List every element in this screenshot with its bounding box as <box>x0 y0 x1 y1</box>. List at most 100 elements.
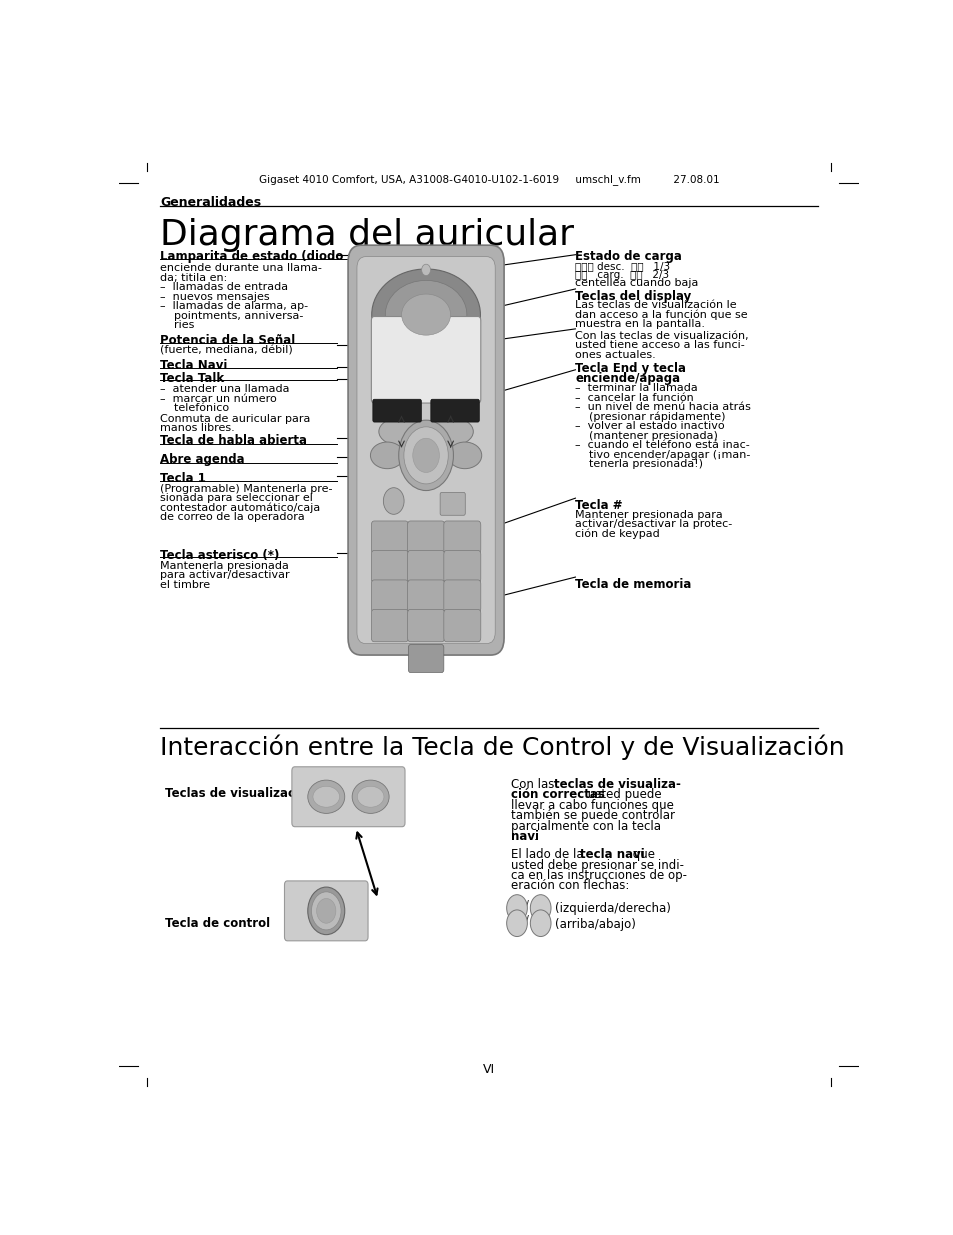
Ellipse shape <box>352 781 389 814</box>
Text: ⧗⧖   carg.  ⧖⧗   2/3: ⧗⧖ carg. ⧖⧗ 2/3 <box>575 270 669 280</box>
Text: JKL: JKL <box>427 561 436 566</box>
Text: ABC: ABC <box>426 531 436 536</box>
Text: .: . <box>533 830 537 844</box>
Ellipse shape <box>308 781 344 814</box>
Circle shape <box>316 899 335 924</box>
Text: enciende/apaga: enciende/apaga <box>575 372 679 384</box>
Text: dan acceso a la función que se: dan acceso a la función que se <box>575 310 747 320</box>
Circle shape <box>506 894 527 921</box>
Circle shape <box>403 427 448 484</box>
Text: ►: ► <box>339 909 344 914</box>
FancyBboxPatch shape <box>371 316 480 403</box>
Text: •◦: •◦ <box>464 620 471 625</box>
Text: ◄: ◄ <box>308 909 313 914</box>
Text: ▼: ▼ <box>324 929 328 934</box>
FancyBboxPatch shape <box>443 521 480 553</box>
Ellipse shape <box>372 269 480 361</box>
Text: ↤: ↤ <box>390 496 396 505</box>
Text: 6: 6 <box>454 558 459 567</box>
Circle shape <box>311 892 341 930</box>
Text: TALK: TALK <box>378 452 395 457</box>
Ellipse shape <box>428 417 473 446</box>
Text: Tecla de habla abierta: Tecla de habla abierta <box>160 435 307 447</box>
Text: pointments, anniversa-: pointments, anniversa- <box>160 311 303 321</box>
Text: TUV: TUV <box>426 590 436 595</box>
Text: ▲: ▲ <box>515 895 518 900</box>
Text: contestador automático/caja: contestador automático/caja <box>160 503 320 514</box>
Text: MENU: MENU <box>441 406 468 415</box>
Text: 7: 7 <box>381 588 387 597</box>
Text: usted debe presionar se indi-: usted debe presionar se indi- <box>511 858 683 872</box>
Text: da; titila en:: da; titila en: <box>160 273 227 283</box>
Text: tenerla presionada!): tenerla presionada!) <box>575 459 702 469</box>
Ellipse shape <box>313 787 339 808</box>
Text: ◄: ◄ <box>506 921 510 926</box>
FancyBboxPatch shape <box>407 580 444 613</box>
Text: Con las teclas de visualización,: Con las teclas de visualización, <box>575 331 748 341</box>
Circle shape <box>383 488 404 514</box>
Circle shape <box>413 438 439 473</box>
Text: Tecla Talk: Tecla Talk <box>160 372 224 384</box>
Text: –  un nivel de menú hacia atrás: – un nivel de menú hacia atrás <box>575 403 751 412</box>
Text: ▲: ▲ <box>538 895 542 900</box>
Circle shape <box>530 894 551 921</box>
Text: /: / <box>525 899 529 911</box>
Ellipse shape <box>385 280 466 348</box>
Text: ▲: ▲ <box>515 910 518 915</box>
Text: ∞∞: ∞∞ <box>391 531 399 536</box>
Text: 0: 0 <box>417 618 423 626</box>
Text: Mantenerla presionada: Mantenerla presionada <box>160 561 289 571</box>
Text: VI: VI <box>482 1063 495 1076</box>
Ellipse shape <box>448 442 481 468</box>
Text: /: / <box>525 914 529 927</box>
Text: OPER: OPER <box>424 620 438 625</box>
Text: Tecla End y tecla: Tecla End y tecla <box>575 362 686 375</box>
Text: para activar/desactivar: para activar/desactivar <box>160 571 290 580</box>
Text: *: * <box>381 618 386 626</box>
Text: 3: 3 <box>454 529 459 537</box>
Text: tecla navi: tecla navi <box>579 848 644 861</box>
Text: –  nuevos mensajes: – nuevos mensajes <box>160 291 270 301</box>
Text: Teclas del display: Teclas del display <box>575 290 691 303</box>
Text: 5: 5 <box>417 558 423 567</box>
Text: Diagrama del auricular: Diagrama del auricular <box>160 217 574 252</box>
Text: El lado de la: El lado de la <box>511 848 587 861</box>
Circle shape <box>530 910 551 936</box>
FancyBboxPatch shape <box>371 609 408 642</box>
Text: ▲: ▲ <box>538 910 542 915</box>
Text: (mantener presionada): (mantener presionada) <box>575 431 718 441</box>
Text: ✉: ✉ <box>448 496 456 506</box>
Text: –  cancelar la función: – cancelar la función <box>575 393 694 403</box>
FancyBboxPatch shape <box>371 551 408 583</box>
Text: centellea cuando baja: centellea cuando baja <box>575 278 698 289</box>
Text: DEF: DEF <box>462 531 473 536</box>
Text: activar/desactivar la protec-: activar/desactivar la protec- <box>575 519 732 529</box>
Text: ▼: ▼ <box>538 931 542 936</box>
Text: Mantener presionada para: Mantener presionada para <box>575 510 722 520</box>
Text: »»: »» <box>376 322 389 332</box>
Text: el timbre: el timbre <box>160 580 210 590</box>
Text: MEM: MEM <box>417 656 435 661</box>
Text: eración con flechas:: eración con flechas: <box>511 879 629 893</box>
Text: –  llamadas de entrada: – llamadas de entrada <box>160 283 288 293</box>
FancyBboxPatch shape <box>407 521 444 553</box>
Text: ◄: ◄ <box>506 905 510 910</box>
Text: △: △ <box>393 620 397 625</box>
Text: (izquierda/derecha): (izquierda/derecha) <box>555 903 671 915</box>
Text: 8: 8 <box>417 588 423 597</box>
Text: PQRS: PQRS <box>388 590 402 595</box>
Text: ▼: ▼ <box>515 916 518 921</box>
Text: navi: navi <box>511 830 538 844</box>
Text: Potencia de la Señal: Potencia de la Señal <box>160 333 294 347</box>
Ellipse shape <box>357 787 383 808</box>
Text: ▼: ▼ <box>423 484 428 489</box>
Text: 07.19.01: 07.19.01 <box>378 351 416 359</box>
Text: ▲: ▲ <box>324 888 328 893</box>
Text: muestra en la pantalla.: muestra en la pantalla. <box>575 320 704 330</box>
Text: Annabella: Annabella <box>403 337 448 347</box>
FancyBboxPatch shape <box>284 881 368 941</box>
Ellipse shape <box>401 294 450 335</box>
Text: también se puede controlar: también se puede controlar <box>511 809 675 823</box>
Text: 1: 1 <box>381 529 387 537</box>
Text: INT: INT <box>413 450 420 454</box>
